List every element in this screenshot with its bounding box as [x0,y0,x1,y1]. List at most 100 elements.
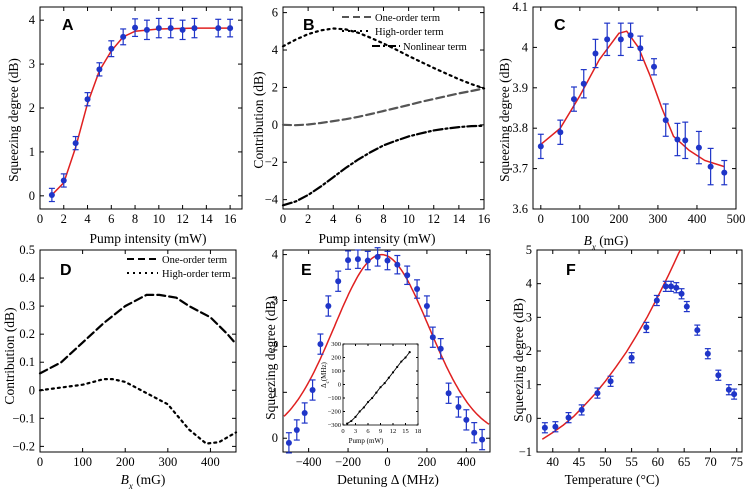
y-tick-label-b: 0 [272,118,278,132]
data-point-e [404,272,411,279]
series-line-b-nonlinear-term [281,124,486,207]
x-tick-label-d: 200 [116,455,135,469]
x-tick-label-d: 400 [201,455,220,469]
x-tick-label-e-inset: 18 [415,428,422,435]
data-point-a [96,66,103,73]
inset-point [400,360,403,363]
data-point-f [565,414,572,421]
data-point-a [167,25,174,32]
plot-frame-c [532,6,737,210]
y-tick-label-e: 4 [272,248,279,262]
panel-label-a: A [62,17,74,34]
legend-b: One-order term High-order term Nonlinear… [342,13,467,53]
series-line-d-high-order-term [38,378,238,445]
panel-label-d: D [60,262,72,279]
data-point-f [678,290,685,297]
x-tick-label-d: 100 [73,455,92,469]
y-tick-label-c: 3.9 [512,81,528,95]
x-tick-label-c: 500 [727,212,746,226]
data-point-a [155,25,162,32]
x-tick-label-b: 10 [402,212,415,226]
panel-d: 0 100 200 300 400 −0.2 −0.1 0 0.1 0.2 0.3 0.4 0.5 [12,243,238,469]
x-tick-label-e-inset: 3 [354,428,357,435]
data-point-f [541,424,548,431]
x-axis-title-f: Temperature (°C) [565,472,660,487]
y-axis-title-b: Contribution (dB) [251,71,266,168]
x-axis-title-a: Pump intensity (mW) [90,231,207,246]
data-point-c [707,163,714,170]
inset-point [346,422,349,425]
y-tick-label-e: 1 [272,385,278,399]
data-point-a [191,25,198,32]
data-point-a [227,25,234,32]
y-tick-label-f: 1 [526,378,532,392]
inset-point [358,410,361,413]
data-point-c [682,137,689,144]
y-tick-label-d: 0 [29,383,35,397]
data-point-e [301,409,308,416]
inset-point [379,386,382,389]
data-point-f [662,283,669,290]
y-axis-title-a: Squeezing degree (dB) [6,58,21,182]
x-axis-title-d: Bx (mG) [121,472,166,491]
y-tick-label-f: 3 [526,310,532,324]
x-tick-label-d: 0 [37,455,43,469]
y-tick-label-a: 3 [29,57,35,71]
data-point-f [653,297,660,304]
y-tick-label-b: 4 [272,43,279,57]
inset-point [362,406,365,409]
y-tick-label-d: −0.1 [12,411,35,425]
inset-line [346,351,411,424]
y-tick-label-b: −2 [265,155,278,169]
x-tick-label-e: 200 [418,455,437,469]
data-point-e [479,436,486,443]
data-point-c [557,129,564,136]
y-tick-label-e-inset: 100 [331,368,341,375]
y-axis-title-e: Squeezing degree (dB) [263,296,278,420]
x-tick-label-f: 60 [652,455,665,469]
x-tick-label-e-inset: 0 [341,428,344,435]
x-axis-title-b: Pump intensity (mW) [319,231,436,246]
data-point-a [215,25,222,32]
y-tick-label-b: −4 [265,193,279,207]
inset-x-title: Pump (mW) [349,437,384,445]
data-point-a [60,177,67,184]
x-tick-label-c: 0 [538,212,544,226]
y-tick-label-c: 3.8 [512,121,528,135]
x-tick-label-e-inset: 15 [402,428,409,435]
x-tick-label-e: −400 [296,455,322,469]
data-point-a [84,96,91,103]
inset-point [383,382,386,385]
data-point-a [143,26,150,33]
x-axis-title-e: Detuning Δ (MHz) [337,472,439,487]
series-line-b-one-order-term [281,87,486,127]
panel-b: 0 2 4 6 8 10 12 14 16 −4 −2 0 2 4 6 [265,6,491,226]
data-point-c [604,36,611,43]
legend-d-high-label: High-order term [162,269,231,280]
inset-y-title: Δc(MHz) [320,361,331,387]
x-tick-label-b: 6 [355,212,361,226]
x-tick-label-f: 40 [547,455,560,469]
data-point-f [731,391,738,398]
x-tick-label-c: 200 [610,212,629,226]
y-tick-label-e: 3 [272,294,278,308]
data-point-f [704,350,711,357]
data-point-f [694,327,701,334]
data-point-f [594,390,601,397]
data-point-a [179,26,186,33]
y-tick-label-a: 2 [29,101,35,115]
data-point-f [673,284,680,291]
y-tick-label-d: 0.3 [19,299,35,313]
data-point-f [683,303,690,310]
x-tick-label-a: 10 [153,212,166,226]
x-tick-label-b: 4 [330,212,337,226]
x-tick-label-c: 400 [688,212,707,226]
inset-point [350,419,353,423]
inset-point [371,396,374,400]
data-point-a [108,45,115,52]
data-point-c [592,50,599,57]
data-point-f [628,354,635,361]
x-tick-label-c: 100 [570,212,589,226]
inset-point [387,376,390,379]
